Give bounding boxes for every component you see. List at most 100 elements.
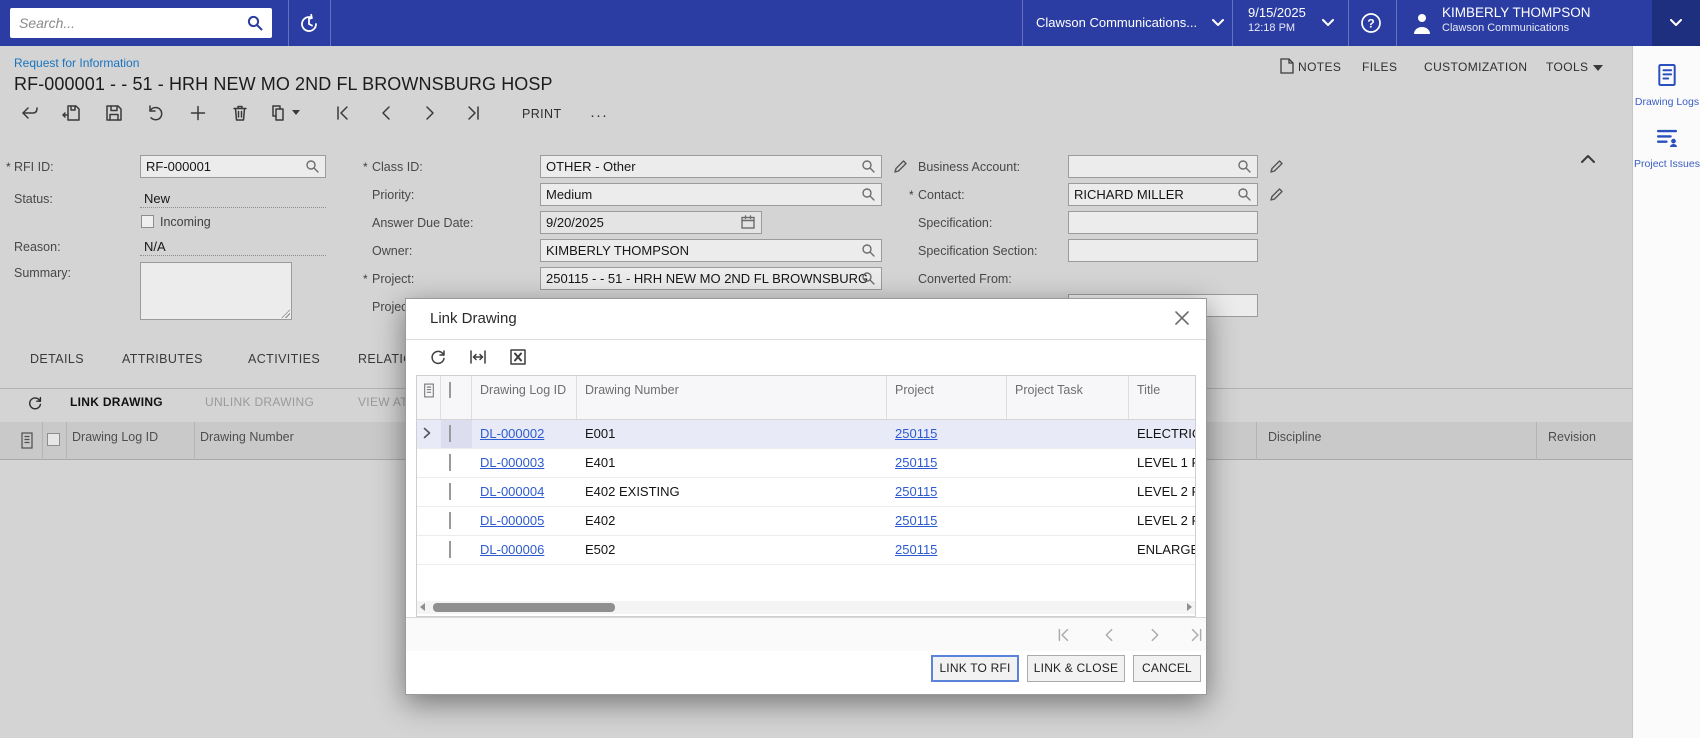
table-row[interactable]: DL-000004 E402 EXISTING 250115 LEVEL 2 F… bbox=[417, 478, 1195, 507]
column-title[interactable]: Title bbox=[1129, 376, 1195, 419]
last-record-icon[interactable] bbox=[464, 103, 484, 123]
link-and-close-button[interactable]: LINK & CLOSE bbox=[1027, 655, 1125, 682]
business-account-field[interactable] bbox=[1068, 155, 1258, 178]
copy-icon[interactable] bbox=[268, 103, 288, 123]
delete-icon[interactable] bbox=[230, 103, 250, 123]
edit-pencil-icon[interactable] bbox=[892, 158, 909, 175]
row-expand-icon[interactable] bbox=[417, 420, 441, 448]
row-select-cell[interactable] bbox=[441, 449, 472, 477]
save-icon[interactable] bbox=[104, 103, 124, 123]
chevron-down-icon[interactable] bbox=[1322, 19, 1334, 27]
answer-due-date-field[interactable]: 9/20/2025 bbox=[540, 211, 762, 234]
previous-page-icon[interactable] bbox=[1100, 626, 1118, 644]
scroll-right-icon[interactable] bbox=[1187, 603, 1192, 611]
chevron-down-icon[interactable] bbox=[1593, 65, 1603, 71]
drawing-log-link[interactable]: DL-000004 bbox=[480, 484, 544, 499]
column-revision[interactable]: Revision bbox=[1548, 430, 1596, 444]
row-settings-icon[interactable] bbox=[20, 432, 34, 449]
user-menu[interactable]: KIMBERLY THOMPSON Clawson Communications bbox=[1442, 5, 1591, 34]
scroll-left-icon[interactable] bbox=[420, 603, 425, 611]
incoming-checkbox[interactable] bbox=[141, 215, 154, 228]
drawing-log-link[interactable]: DL-000002 bbox=[480, 426, 544, 441]
calendar-icon[interactable] bbox=[740, 214, 756, 230]
global-search[interactable] bbox=[10, 8, 272, 38]
lookup-icon[interactable] bbox=[860, 158, 876, 174]
edit-pencil-icon[interactable] bbox=[1268, 186, 1285, 203]
user-menu-corner[interactable] bbox=[1652, 0, 1700, 46]
next-page-icon[interactable] bbox=[1146, 626, 1164, 644]
undo-icon[interactable] bbox=[146, 103, 166, 123]
tab-attributes[interactable]: ATTRIBUTES bbox=[122, 352, 203, 366]
sidebar-item-project-issues[interactable]: Project Issues bbox=[1633, 124, 1700, 170]
class-id-field[interactable]: OTHER - Other bbox=[540, 155, 882, 178]
resize-handle[interactable] bbox=[281, 309, 290, 318]
drawing-log-link[interactable]: DL-000005 bbox=[480, 513, 544, 528]
cancel-button[interactable]: CANCEL bbox=[1133, 655, 1201, 682]
table-row[interactable]: DL-000005 E402 250115 LEVEL 2 FLOO bbox=[417, 507, 1195, 536]
company-selector[interactable]: Clawson Communications... bbox=[1036, 14, 1224, 32]
help-icon[interactable]: ? bbox=[1360, 12, 1382, 34]
column-drawing-number[interactable]: Drawing Number bbox=[200, 430, 294, 444]
lookup-icon[interactable] bbox=[1236, 186, 1252, 202]
save-and-close-icon[interactable] bbox=[62, 103, 82, 123]
tools-menu[interactable]: TOOLS bbox=[1546, 60, 1588, 74]
refresh-icon[interactable] bbox=[428, 347, 448, 367]
project-link[interactable]: 250115 bbox=[895, 542, 937, 557]
lookup-icon[interactable] bbox=[860, 186, 876, 202]
column-drawing-log-id[interactable]: Drawing Log ID bbox=[72, 430, 158, 444]
row-select-cell[interactable] bbox=[441, 420, 472, 448]
select-all-checkbox[interactable] bbox=[47, 433, 60, 446]
priority-field[interactable]: Medium bbox=[540, 183, 882, 206]
table-row[interactable]: DL-000006 E502 250115 ENLARGED ELE bbox=[417, 536, 1195, 565]
tab-details[interactable]: DETAILS bbox=[30, 352, 84, 366]
fit-width-icon[interactable] bbox=[468, 347, 488, 367]
specification-field[interactable] bbox=[1068, 211, 1258, 234]
first-page-icon[interactable] bbox=[1054, 626, 1072, 644]
sidebar-item-drawing-logs[interactable]: Drawing Logs bbox=[1633, 62, 1700, 108]
row-select-cell[interactable] bbox=[441, 536, 472, 564]
column-drawing-log-id[interactable]: Drawing Log ID bbox=[472, 376, 577, 419]
project-link[interactable]: 250115 bbox=[895, 484, 937, 499]
rfi-id-field[interactable]: RF-000001 bbox=[140, 155, 326, 178]
customization-link[interactable]: CUSTOMIZATION bbox=[1424, 60, 1527, 74]
notes-link[interactable]: NOTES bbox=[1298, 60, 1341, 74]
files-link[interactable]: FILES bbox=[1362, 60, 1397, 74]
specification-section-field[interactable] bbox=[1068, 239, 1258, 262]
last-page-icon[interactable] bbox=[1188, 626, 1206, 644]
unlink-drawing-button[interactable]: UNLINK DRAWING bbox=[205, 395, 314, 409]
row-settings-icon[interactable] bbox=[417, 376, 441, 419]
link-to-rfi-button[interactable]: LINK TO RFI bbox=[931, 655, 1019, 682]
copy-menu-chevron-icon[interactable] bbox=[292, 110, 300, 115]
export-to-excel-icon[interactable] bbox=[508, 347, 528, 367]
lookup-icon[interactable] bbox=[304, 158, 320, 174]
search-input[interactable] bbox=[10, 8, 251, 38]
drawing-log-link[interactable]: DL-000003 bbox=[480, 455, 544, 470]
select-all-cell[interactable] bbox=[441, 376, 472, 419]
scrollbar-thumb[interactable] bbox=[433, 603, 615, 612]
search-icon[interactable] bbox=[246, 14, 264, 32]
column-project[interactable]: Project bbox=[887, 376, 1007, 419]
breadcrumb[interactable]: Request for Information bbox=[14, 56, 139, 70]
collapse-form-icon[interactable] bbox=[1580, 152, 1596, 164]
more-actions-button[interactable]: ··· bbox=[590, 107, 608, 124]
first-record-icon[interactable] bbox=[332, 103, 352, 123]
lookup-icon[interactable] bbox=[860, 270, 876, 286]
date-time-selector[interactable]: 9/15/2025 12:18 PM bbox=[1248, 5, 1306, 34]
project-link[interactable]: 250115 bbox=[895, 426, 937, 441]
link-drawing-button[interactable]: LINK DRAWING bbox=[70, 395, 163, 409]
back-icon[interactable] bbox=[20, 103, 40, 123]
project-link[interactable]: 250115 bbox=[895, 513, 937, 528]
horizontal-scrollbar[interactable] bbox=[417, 601, 1195, 614]
column-project-task[interactable]: Project Task bbox=[1007, 376, 1129, 419]
edit-pencil-icon[interactable] bbox=[1268, 158, 1285, 175]
summary-field[interactable] bbox=[140, 262, 292, 320]
close-icon[interactable] bbox=[1172, 308, 1192, 328]
table-row[interactable]: DL-000003 E401 250115 LEVEL 1 FLOO bbox=[417, 449, 1195, 478]
row-select-cell[interactable] bbox=[441, 507, 472, 535]
row-select-cell[interactable] bbox=[441, 478, 472, 506]
lookup-icon[interactable] bbox=[1236, 158, 1252, 174]
lookup-icon[interactable] bbox=[860, 242, 876, 258]
next-record-icon[interactable] bbox=[420, 103, 440, 123]
grid-refresh-icon[interactable] bbox=[26, 394, 44, 412]
column-drawing-number[interactable]: Drawing Number bbox=[577, 376, 887, 419]
